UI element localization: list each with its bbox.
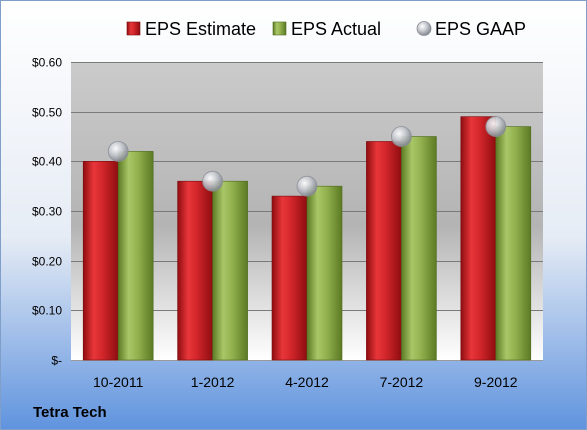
y-tick-label: $0.50 — [32, 106, 62, 120]
actual-bar — [212, 180, 248, 361]
estimate-bar — [82, 161, 119, 361]
gaap-marker — [107, 140, 129, 162]
y-tick-label: $0.30 — [32, 205, 62, 219]
legend-swatch-actual — [272, 21, 287, 36]
legend-label: EPS Actual — [291, 19, 381, 39]
estimate-bar — [271, 195, 308, 361]
x-tick-label: 4-2012 — [285, 374, 329, 390]
legend-label: EPS Estimate — [145, 19, 256, 39]
x-tick-label: 1-2012 — [191, 374, 235, 390]
bars — [82, 116, 532, 361]
estimate-bar — [460, 116, 497, 361]
legend-label: EPS GAAP — [435, 19, 526, 39]
x-tick-label: 10-2011 — [93, 374, 144, 390]
y-tick-label: $0.10 — [32, 304, 62, 318]
gaap-marker — [485, 116, 507, 137]
y-tick-label: $0.40 — [32, 155, 62, 169]
y-tick-label: $0.20 — [32, 255, 62, 269]
actual-bar — [306, 185, 343, 361]
x-axis-tick-labels: 10-2011 1-2012 4-2012 7-2012 9-2012 — [93, 374, 518, 390]
gaap-marker — [296, 175, 318, 197]
y-tick-label: $- — [51, 354, 62, 368]
legend-swatch-estimate — [126, 21, 141, 36]
x-tick-label: 7-2012 — [380, 374, 424, 390]
gaap-marker — [202, 170, 224, 192]
estimate-bar — [366, 141, 402, 361]
actual-bar — [117, 151, 154, 361]
actual-bar — [495, 126, 532, 361]
y-axis-tick-labels: $- $0.10 $0.20 $0.30 $0.40 $0.50 $0.60 — [32, 56, 62, 368]
actual-bar — [401, 136, 437, 361]
gaap-marker — [390, 126, 412, 147]
legend: EPS Estimate EPS Actual EPS GAAP — [126, 19, 526, 39]
y-tick-label: $0.60 — [32, 56, 62, 70]
company-label: Tetra Tech — [33, 404, 107, 421]
x-tick-label: 9-2012 — [474, 374, 518, 390]
estimate-bar — [177, 180, 213, 361]
legend-swatch-gaap — [416, 21, 432, 36]
gaap-markers — [107, 116, 507, 197]
